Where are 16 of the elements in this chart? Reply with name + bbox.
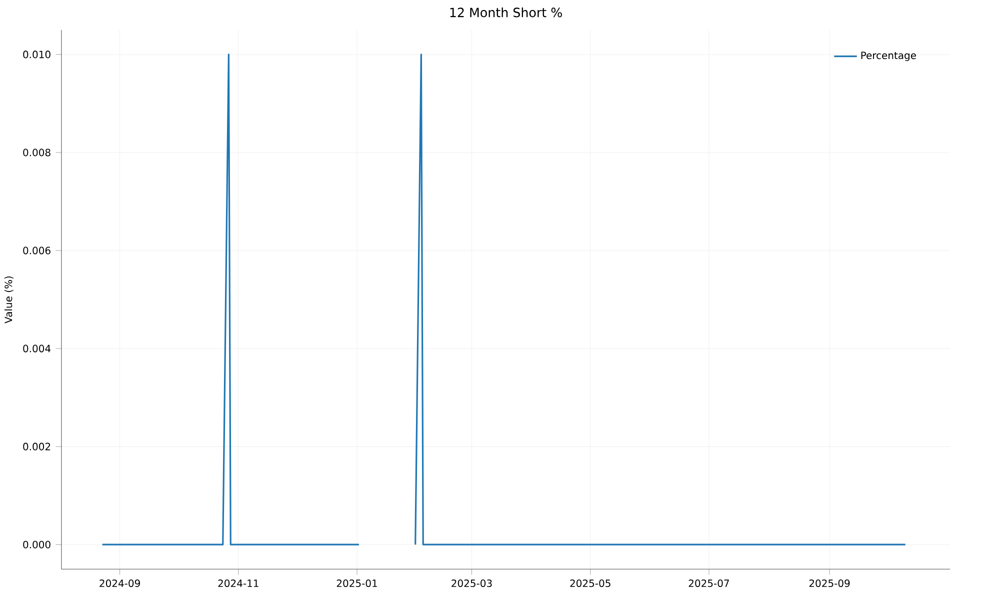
x-tick-label: 2024-09 bbox=[100, 579, 140, 588]
y-tick-label: 0.000 bbox=[23, 540, 50, 548]
x-tick-label: 2024-11 bbox=[218, 579, 258, 588]
x-tick-label: 2025-09 bbox=[809, 579, 850, 588]
x-tick-label: 2025-01 bbox=[336, 579, 377, 588]
y-tick-label: 0.010 bbox=[23, 50, 50, 58]
y-tick-label: 0.004 bbox=[23, 344, 50, 352]
y-tick-label: 0.008 bbox=[23, 148, 50, 156]
chart-title: 12 Month Short % bbox=[450, 7, 562, 18]
y-axis-title: Value (%) bbox=[4, 276, 14, 324]
x-tick-label: 2025-03 bbox=[452, 579, 492, 588]
y-tick-label: 0.006 bbox=[23, 246, 50, 254]
legend-label: Percentage bbox=[861, 52, 916, 62]
x-tick-label: 2025-05 bbox=[570, 579, 610, 588]
y-tick-label: 0.002 bbox=[23, 442, 50, 450]
x-tick-label: 2025-07 bbox=[688, 579, 729, 588]
